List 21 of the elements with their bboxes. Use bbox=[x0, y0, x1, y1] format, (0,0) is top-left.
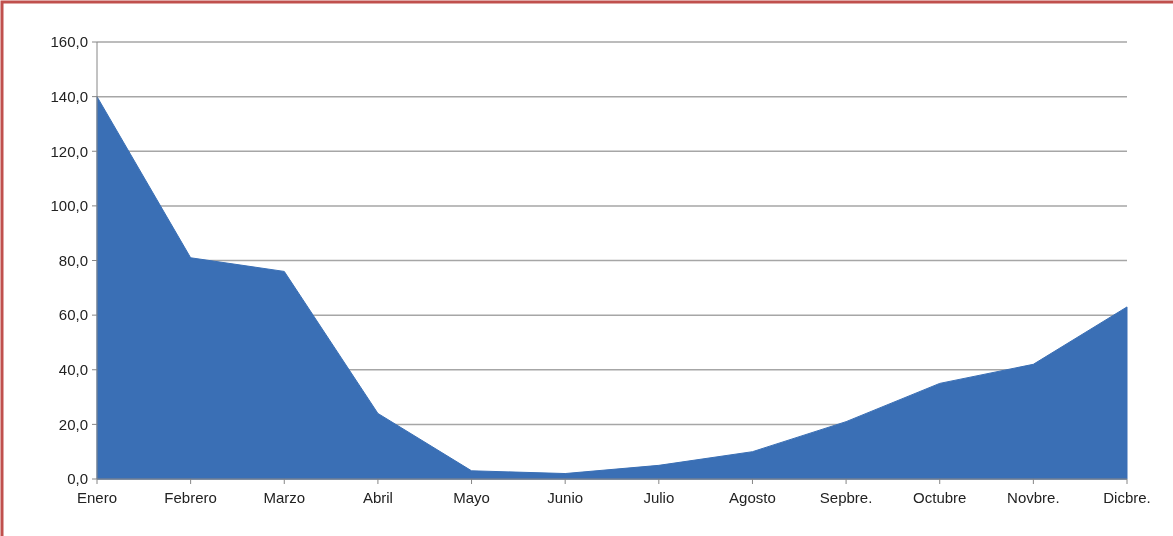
x-tick-label: Abril bbox=[362, 489, 393, 506]
y-tick-label: 40,0 bbox=[58, 361, 88, 378]
y-tick-label: 140,0 bbox=[50, 87, 88, 105]
y-tick-label: 160,0 bbox=[50, 33, 88, 51]
x-tick-label: Julio bbox=[643, 489, 675, 506]
x-tick-label: Octubre bbox=[913, 489, 967, 506]
x-tick-label: Marzo bbox=[263, 489, 306, 506]
x-tick-label: Agosto bbox=[729, 489, 776, 506]
x-tick-label: Febrero bbox=[164, 489, 217, 506]
y-tick-label: 100,0 bbox=[50, 197, 88, 215]
y-tick-label: 60,0 bbox=[58, 306, 88, 324]
x-tick-label: Junio bbox=[547, 489, 584, 506]
x-tick-label: Mayo bbox=[453, 489, 490, 506]
x-tick-label: Enero bbox=[76, 489, 118, 506]
y-tick-label: 0,0 bbox=[67, 470, 88, 488]
y-tick-label: 20,0 bbox=[58, 415, 88, 433]
x-tick-label: Dicbre. bbox=[1103, 489, 1151, 506]
y-tick-label: 120,0 bbox=[50, 142, 88, 160]
y-tick-label: 80,0 bbox=[58, 251, 88, 269]
x-tick-label: Novbre. bbox=[1007, 489, 1060, 506]
x-tick-label: Sepbre. bbox=[819, 489, 873, 506]
